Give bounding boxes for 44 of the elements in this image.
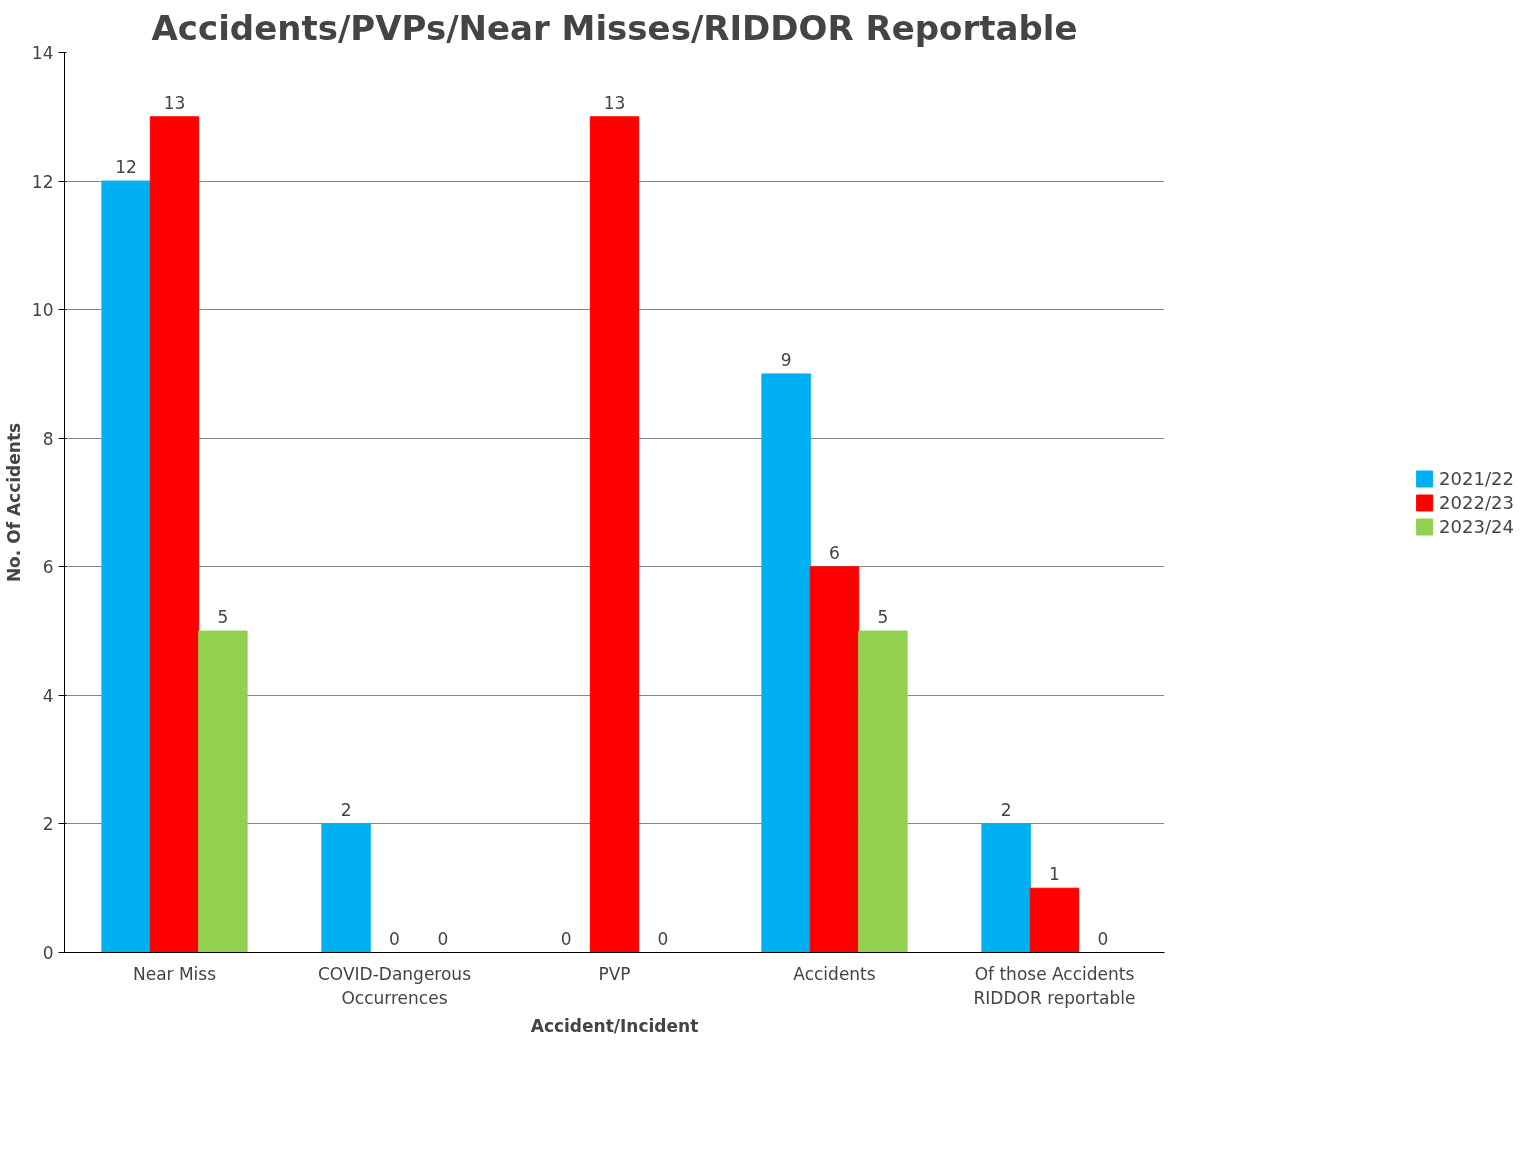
data-label: 12 <box>115 157 137 178</box>
data-label: 2 <box>340 799 352 820</box>
x-tick-label: Accidents <box>793 963 876 984</box>
x-tick-label: Of those Accidents RIDDOR reportable <box>973 963 1136 1008</box>
y-tick-label: 2 <box>42 814 54 835</box>
legend-label: 2023/24 <box>1439 515 1514 537</box>
y-axis-title: No. Of Accidents <box>3 422 24 583</box>
bar <box>761 373 811 953</box>
data-label: 1 <box>1049 864 1060 885</box>
data-label: 9 <box>780 349 792 370</box>
y-tick-label: 6 <box>42 557 54 578</box>
data-label: 0 <box>1097 928 1109 949</box>
data-label: 0 <box>560 928 572 949</box>
data-label: 0 <box>437 928 449 949</box>
data-label: 13 <box>163 92 186 113</box>
y-tick-label: 14 <box>31 43 54 63</box>
y-tick-label: 10 <box>31 300 54 321</box>
x-tick-label: COVID-Dangerous Occurrences <box>318 963 472 1008</box>
y-tick-label: 4 <box>42 685 54 706</box>
bar <box>858 630 908 953</box>
bar <box>1029 887 1080 953</box>
data-label: 2 <box>1000 799 1012 820</box>
data-label: 5 <box>877 607 889 628</box>
bar <box>101 180 151 953</box>
x-tick-label: PVP <box>598 963 631 984</box>
chart-title: Accidents/PVPs/Near Misses/RIDDOR Reportable <box>151 7 1078 48</box>
data-label: 6 <box>829 542 840 563</box>
y-tick-label: 0 <box>42 943 54 963</box>
legend-label: 2021/22 <box>1439 467 1514 489</box>
y-tick-label: 8 <box>42 428 54 449</box>
bar <box>981 823 1031 953</box>
x-axis-title: Accident/Incident <box>530 1015 699 1036</box>
legend-label: 2022/23 <box>1439 491 1514 513</box>
bar <box>149 116 200 953</box>
x-tick-label: Near Miss <box>132 963 217 984</box>
bar <box>809 566 860 953</box>
y-tick-label: 12 <box>31 171 54 192</box>
bar <box>589 116 640 953</box>
bar <box>321 823 371 953</box>
data-label: 0 <box>657 928 669 949</box>
data-label: 5 <box>217 607 229 628</box>
data-label: 13 <box>603 92 626 113</box>
data-label: 0 <box>389 928 400 949</box>
bar <box>198 630 248 953</box>
